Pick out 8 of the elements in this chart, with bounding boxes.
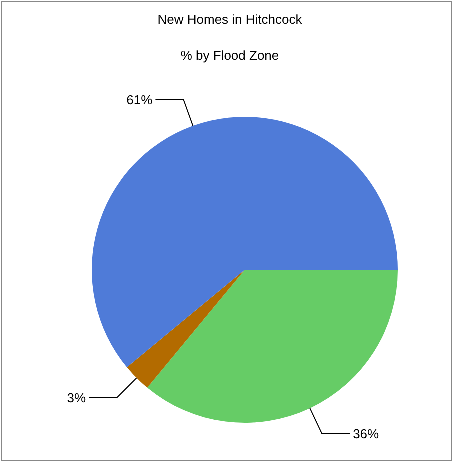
data-label: 36% (353, 426, 380, 442)
pie-slice (127, 270, 245, 388)
chart-subtitle: % by Flood Zone (180, 48, 280, 63)
pie-slice (147, 270, 398, 423)
data-label: 61% (126, 92, 154, 108)
pie-slice (92, 117, 398, 368)
data-label: 3% (67, 390, 86, 406)
chart-title: New Homes in Hitchcock (158, 12, 303, 27)
